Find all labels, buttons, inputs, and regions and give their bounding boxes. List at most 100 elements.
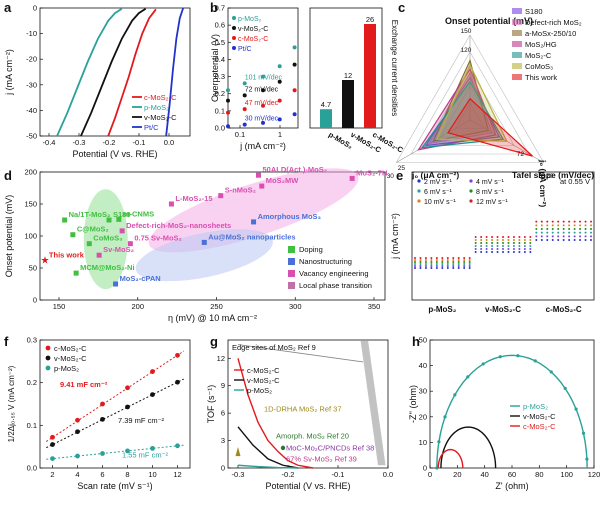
panel-e-point [480,251,483,253]
panel-h-xtick-label: 80 [535,470,543,479]
panel-d-point-label: 50ALD(Act.)-MoS₂ [263,165,328,174]
panel-e-point [485,239,488,241]
panel-b-bar [342,80,354,128]
panel-c-legend-entry: This work [525,73,557,82]
panel-b-point [261,88,265,93]
panel-e-point [419,265,422,267]
panel-f-legend-marker [45,345,51,351]
panel-h-xtick-label: 100 [560,470,573,479]
panel-d-region-doping [83,189,128,290]
panel-b-legend-marker [232,26,236,30]
panel-g-ytick-label: 9 [221,381,225,390]
panel-h-xtick-label: 20 [453,470,461,479]
panel-e-point [546,220,549,223]
panel-a-ytick-label: -30 [26,80,37,89]
panel-b-legend-entry: v-MoS₂-C [238,26,268,33]
panel-a-ylabel: j (mA cm⁻²) [4,49,14,96]
panel-e-point [573,235,576,238]
panel-g-xlabel: Potential (V vs. RHE) [265,481,350,491]
panel-b-ytick-label: 0.2 [215,89,225,98]
panel-e-annotation: at 0.55 V [560,177,590,186]
panel-b-point [226,110,230,115]
panel-e-point [496,245,499,247]
panel-d-legend-entry: Nanostructuring [299,257,352,266]
panel-e-point [468,263,471,265]
panel-h-point [443,415,447,419]
panel-f-point [125,448,130,454]
panel-b-ytick-label: 0.1 [215,106,225,115]
panel-c-legend-entry: MoS₂/HG [525,40,557,49]
panel-b-legend-entry: Pt/C [238,46,252,53]
panel-h-legend-entry: c-MoS₂-C [523,422,556,431]
panel-c-grid [410,51,530,155]
panel-h-ytick-label: 20 [419,412,427,421]
panel-f-legend-entry: c-MoS₂-C [54,344,87,353]
panel-f-xtick-label: 12 [173,470,181,479]
panel-e-point [507,245,510,247]
panel-e-point [430,265,433,267]
panel-e-point [573,224,576,227]
panel-d-xlabel: η (mV) @ 10 mA cm⁻² [168,313,257,323]
panel-e-point [551,235,554,238]
panel-label-b: b [210,0,218,15]
panel-e-point [535,231,538,234]
panel-d-point [168,201,174,207]
panel-g-point-marker [235,446,241,457]
panel-f-xtick-label: 8 [125,470,129,479]
panel-e-point [480,245,483,247]
panel-e-legend-entry: 6 mV s⁻¹ [424,189,452,196]
panel-d-point [73,270,79,276]
panel-e-point [435,261,438,263]
panel-g-ytick-label: 3 [221,436,225,445]
panel-e-point [529,245,532,247]
panel-h-point [481,362,485,366]
panel-e-point [424,263,427,265]
panel-e-legend-marker [417,189,421,193]
panel-e-point [452,257,455,259]
panel-d-ytick-label: 150 [24,200,37,209]
panel-g-ytick-label: 12 [217,354,225,363]
panel-d-point [119,228,125,234]
panel-h-point [533,359,537,363]
panel-e-point [424,261,427,263]
panel-e-point [485,245,488,247]
panel-d-point-label: Na/1T-MoS₂ [69,210,111,219]
panel-c-series-polygon [417,67,497,151]
panel-g-xtick-label: -0.3 [232,470,245,479]
panel-d-xtick-label: 350 [368,302,381,311]
panel-e-point [468,265,471,267]
panel-c-grid [425,68,515,146]
panel-c-tick-label: 72 [517,151,525,158]
panel-f-point [50,442,55,447]
panel-d-point [251,219,257,225]
panel-f-xtick-label: 2 [50,470,54,479]
panel-f-point [175,443,180,449]
panel-a-xlabel: Potential (V vs. RHE) [72,149,157,159]
panel-e-point [452,261,455,263]
panel-e-point [457,267,460,269]
panel-e-point [474,239,477,241]
panel-f-ytick-label: 0.3 [27,336,37,345]
panel-e-point [590,231,592,234]
panel-d-point-star: ★ [40,255,49,266]
panel-b-bars-ylabel: Exchange current densities [390,20,399,117]
panel-e-point [452,267,455,269]
panel-e-point [414,257,416,259]
panel-e-point [435,257,438,259]
panel-a-xtick-label: -0.4 [43,138,56,147]
panel-g-annotation: MoC-Mo₂C/PNCDs Ref 38 [286,444,374,453]
panel-b-point [242,122,247,127]
panel-e-point [529,251,532,253]
panel-h-point [453,393,457,397]
panel-e-point [535,224,538,227]
panel-d-point-label: m-CNMS [123,209,154,218]
panel-e-point [457,265,460,267]
panel-b-legend-entry: p-MoS₂ [238,16,262,23]
panel-e-point [512,236,515,238]
panel-e-point [557,231,560,234]
panel-e-point [502,245,504,247]
panel-e-point [435,259,438,261]
panel-e-point [452,259,455,261]
panel-a-ytick-label: 0 [33,4,37,13]
panel-e-point [568,235,571,238]
